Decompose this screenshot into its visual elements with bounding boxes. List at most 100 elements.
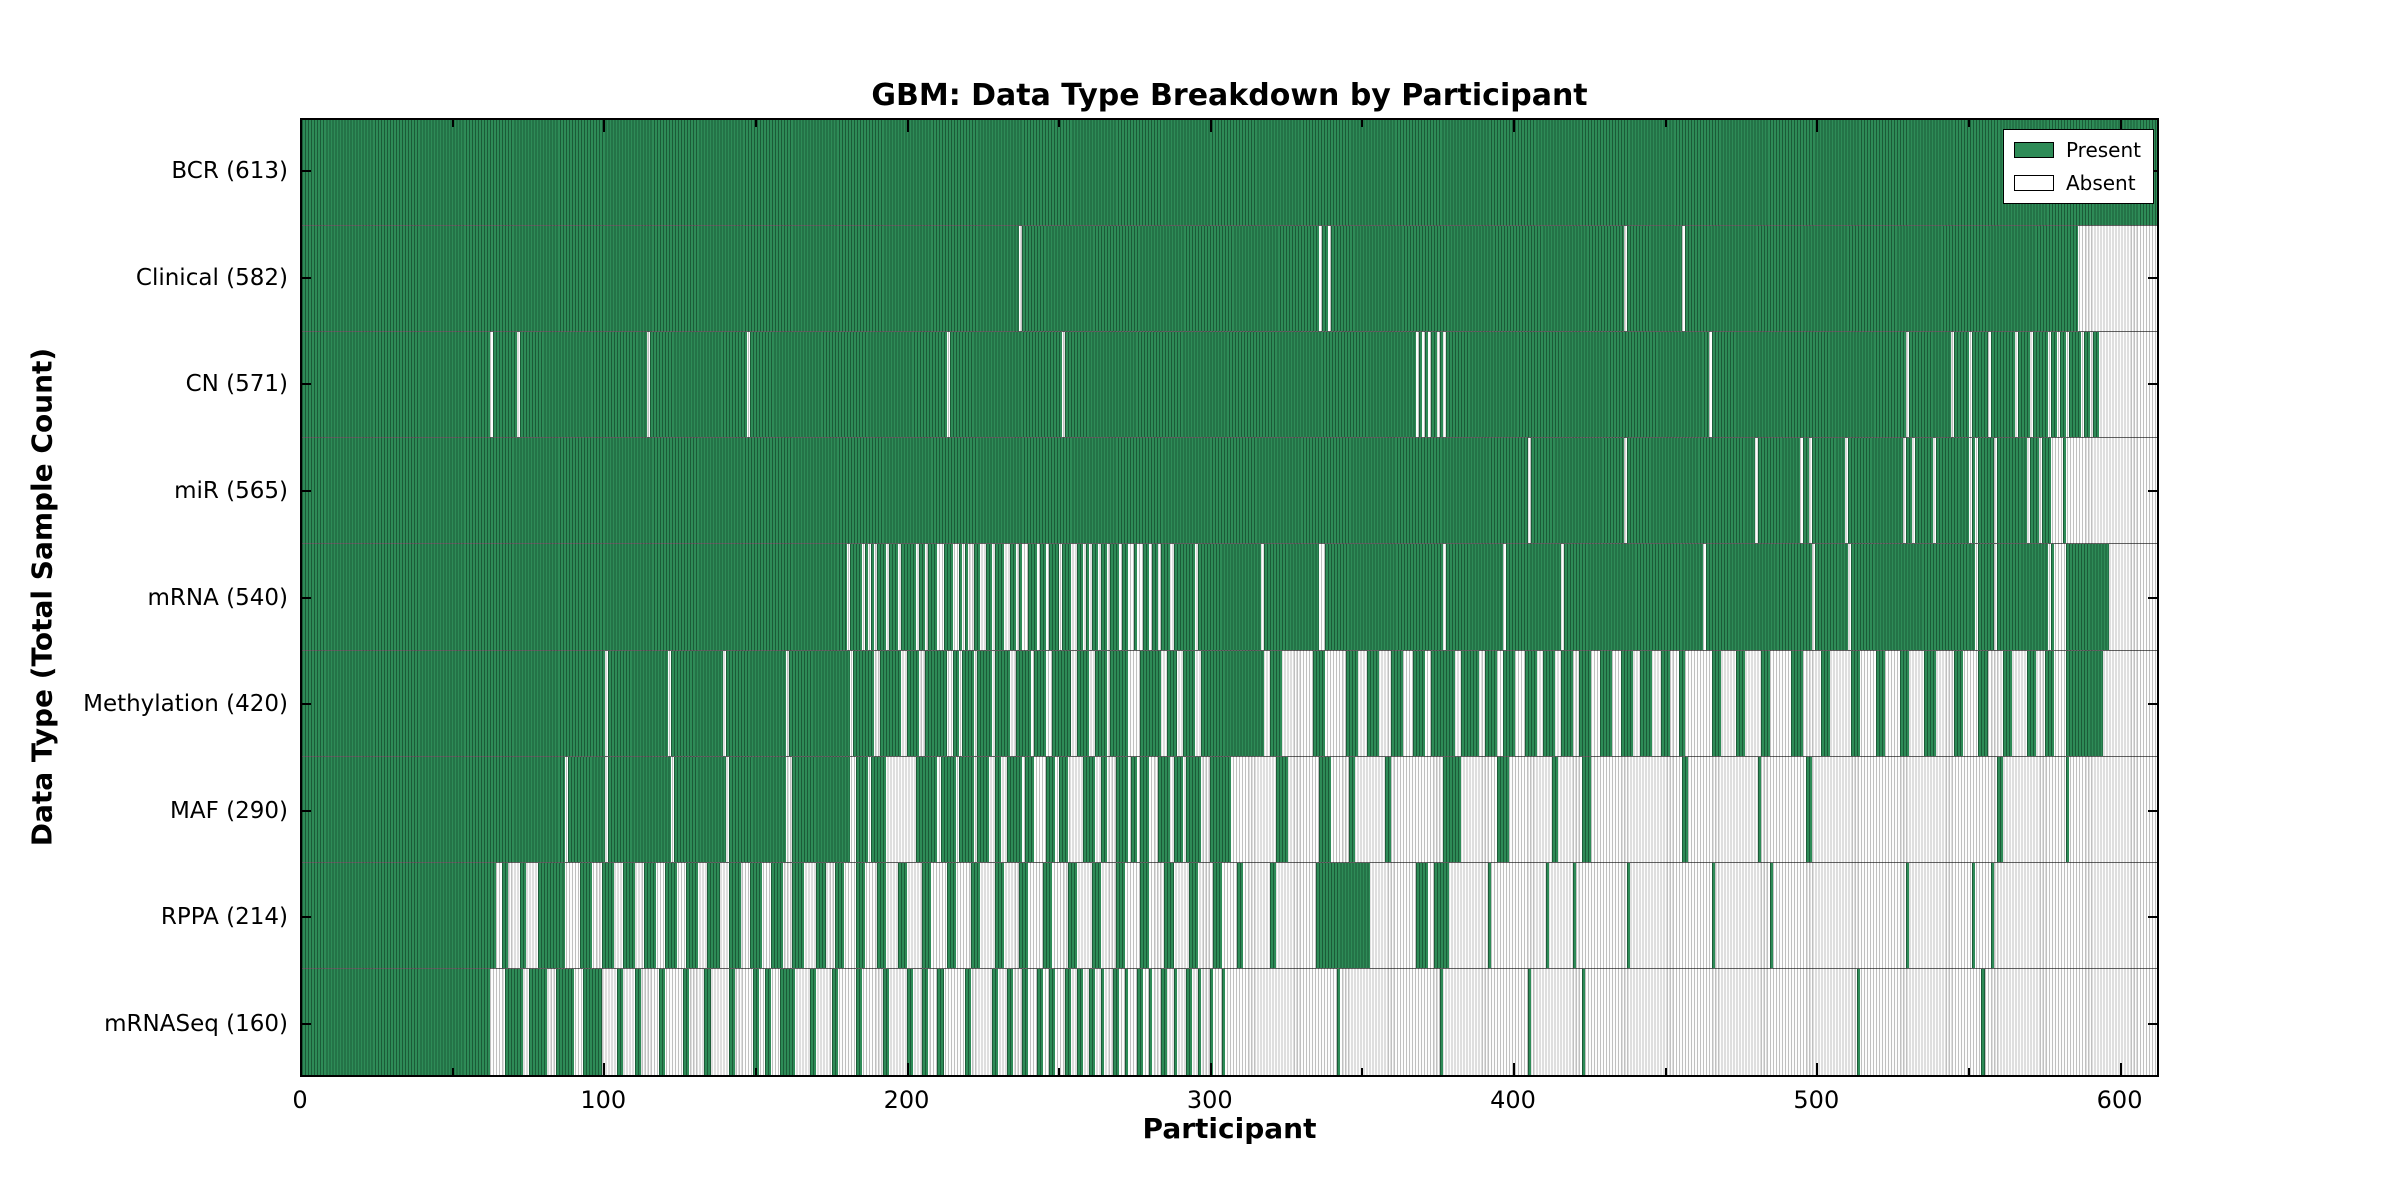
present-run — [1137, 968, 1144, 1075]
present-run — [583, 968, 602, 1075]
present-run — [1167, 650, 1177, 756]
present-run — [1497, 756, 1510, 862]
present-run — [1007, 756, 1023, 862]
present-run — [659, 968, 666, 1075]
present-run — [879, 650, 902, 756]
x-tick-bottom-0 — [300, 1063, 302, 1075]
present-run — [1996, 438, 2027, 544]
present-run — [1058, 756, 1068, 862]
present-run — [1875, 650, 1885, 756]
x-tick-bottom-100 — [603, 1063, 606, 1075]
x-tick-label-600: 600 — [2096, 1086, 2143, 1114]
present-run — [1802, 438, 1809, 544]
y-tick-label-Methylation: Methylation (420) — [83, 691, 288, 718]
present-run — [752, 968, 759, 1075]
present-run — [1209, 968, 1213, 1075]
present-run — [749, 332, 947, 438]
present-run — [643, 862, 657, 968]
x-minor-tick-top-50 — [451, 120, 454, 127]
present-run — [1346, 650, 1359, 756]
present-run — [1049, 968, 1056, 1075]
present-run — [1312, 650, 1325, 756]
x-tick-label-0: 0 — [292, 1086, 308, 1114]
present-run — [1161, 544, 1171, 650]
present-run — [1954, 650, 1964, 756]
present-run — [1336, 968, 1340, 1075]
present-run — [1579, 650, 1592, 756]
present-run — [831, 968, 838, 1075]
present-run — [556, 968, 575, 1075]
present-run — [607, 756, 672, 862]
present-run — [1076, 544, 1083, 650]
present-run — [961, 650, 974, 756]
present-run — [1706, 544, 1813, 650]
present-run — [973, 544, 980, 650]
heatmap-row-mRNASeq — [302, 968, 2157, 1075]
present-run — [1621, 650, 1634, 756]
present-run — [958, 544, 962, 650]
present-run — [1140, 650, 1162, 756]
present-run — [2002, 650, 2012, 756]
x-axis-label: Participant — [1142, 1112, 1317, 1145]
present-run — [686, 862, 699, 968]
present-run — [883, 968, 890, 1075]
legend: Present Absent — [2002, 129, 2154, 204]
present-run — [302, 650, 605, 756]
present-run — [302, 438, 1528, 544]
present-run — [1182, 650, 1195, 756]
present-run — [789, 650, 850, 756]
present-run — [922, 968, 929, 1075]
present-run — [501, 862, 508, 968]
present-run — [1076, 968, 1083, 1075]
present-run — [302, 332, 490, 438]
present-run — [1712, 650, 1722, 756]
present-run — [1678, 650, 1685, 756]
x-tick-top-100 — [603, 120, 606, 132]
y-tick-right — [2148, 703, 2157, 706]
present-run — [1173, 756, 1183, 862]
y-tick-right — [2148, 916, 2157, 919]
present-run — [1188, 862, 1198, 968]
y-tick-right — [2148, 489, 2157, 492]
x-minor-tick-top-450 — [1664, 120, 1667, 127]
y-tick-left — [302, 489, 311, 492]
y-tick-left — [302, 1022, 311, 1025]
y-tick-left — [302, 596, 311, 599]
present-run — [1978, 544, 1994, 650]
present-run — [771, 862, 784, 968]
present-run — [1140, 862, 1150, 968]
present-run — [1019, 544, 1023, 650]
present-run — [601, 862, 614, 968]
present-run — [1848, 438, 1903, 544]
present-run — [1445, 332, 1710, 438]
present-run — [916, 756, 938, 862]
present-run — [1152, 544, 1159, 650]
x-tick-bottom-300 — [1209, 1063, 1212, 1075]
present-run — [1412, 650, 1425, 756]
present-run — [674, 756, 726, 862]
present-run — [1367, 650, 1380, 756]
present-run — [994, 650, 1011, 756]
present-run — [1109, 650, 1129, 756]
present-run — [946, 862, 956, 968]
present-run — [1442, 756, 1461, 862]
y-tick-right — [2148, 596, 2157, 599]
present-run — [1627, 226, 1682, 332]
present-run — [1270, 650, 1283, 756]
heatmap-row-mRNA — [302, 544, 2157, 651]
present-run — [1185, 756, 1201, 862]
heatmap-row-CN — [302, 332, 2157, 439]
x-tick-label-400: 400 — [1490, 1086, 1536, 1114]
present-run — [1100, 756, 1107, 862]
present-run — [1899, 650, 1909, 756]
present-run — [1064, 968, 1071, 1075]
present-run — [1324, 544, 1443, 650]
present-run — [1237, 862, 1244, 968]
present-run — [665, 862, 678, 968]
present-run — [2063, 438, 2067, 544]
present-run — [1418, 332, 1422, 438]
present-run — [1158, 756, 1171, 862]
present-run — [1990, 862, 1994, 968]
y-tick-left — [302, 276, 311, 279]
present-run — [985, 544, 992, 650]
